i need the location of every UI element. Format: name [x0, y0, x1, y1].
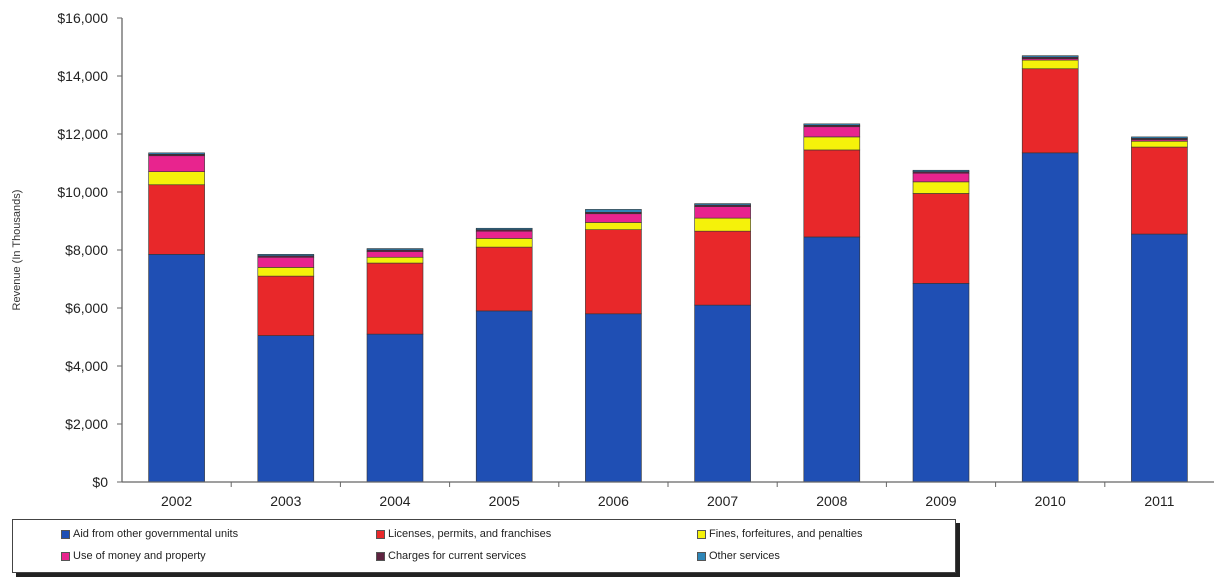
y-tick-label: $4,000: [65, 358, 108, 374]
x-tick-label: 2004: [379, 493, 410, 509]
bar-segment: [585, 313, 642, 483]
bar-segment: [1131, 136, 1188, 139]
y-axis-title: Revenue (In Thousands): [11, 190, 23, 311]
bar-segment: [694, 304, 751, 483]
bar-segment: [257, 267, 315, 277]
bar-segment: [148, 171, 205, 186]
bar-segment: [475, 227, 533, 231]
x-tick-label: 2003: [270, 493, 301, 509]
x-tick-label: 2010: [1035, 493, 1066, 509]
legend-item: Charges for current services: [376, 548, 526, 564]
bar-segment: [912, 283, 970, 483]
legend-label: Licenses, permits, and franchises: [388, 528, 552, 540]
x-tick-label: 2009: [925, 493, 956, 509]
bar-segment: [694, 206, 751, 219]
bar-segment: [1131, 233, 1188, 483]
legend-item: Other services: [697, 548, 780, 564]
bar-segment: [1021, 152, 1079, 483]
legend-label: Charges for current services: [388, 550, 527, 562]
bar-segment: [803, 126, 861, 138]
legend-label: Other services: [709, 550, 780, 562]
x-axis-ticks: 2002 2003 2004 2005 2006 2007 2008 2009 2010 2011: [161, 482, 1175, 509]
legend-label: Fines, forfeitures, and penalties: [709, 528, 863, 540]
legend-item: Use of money and property: [61, 548, 206, 564]
bar-segment: [366, 248, 424, 251]
y-axis-ticks: $0 $2,000 $4,000 $6,000 $8,000 $10,000 $12,000…: [57, 10, 122, 490]
y-tick-label: $0: [92, 474, 108, 490]
x-tick-label: 2011: [1144, 493, 1174, 509]
y-tick-label: $6,000: [65, 300, 108, 316]
x-tick-label: 2008: [816, 493, 847, 509]
x-tick-label: 2005: [489, 493, 520, 509]
legend-swatch: [61, 551, 70, 561]
bars-group: [148, 55, 1188, 483]
bar-segment: [803, 136, 861, 151]
x-tick-label: 2002: [161, 493, 192, 509]
bar-segment: [585, 229, 642, 315]
legend-swatch: [61, 529, 70, 539]
bar-segment: [1131, 146, 1188, 235]
bar-segment: [912, 169, 970, 173]
bar-segment: [1021, 59, 1079, 70]
y-tick-label: $8,000: [65, 242, 108, 258]
bar-segment: [257, 275, 315, 336]
bar-segment: [694, 203, 751, 206]
bar-segment: [257, 254, 315, 257]
bar-segment: [694, 230, 751, 306]
bar-segment: [585, 222, 642, 230]
y-tick-label: $14,000: [57, 68, 108, 84]
bar-segment: [475, 310, 533, 483]
legend-label: Aid from other governmental units: [73, 528, 239, 540]
legend-swatch: [376, 529, 385, 539]
bar-segment: [1131, 140, 1188, 148]
bar-segment: [366, 256, 424, 264]
x-tick-label: 2006: [598, 493, 629, 509]
legend-label: Use of money and property: [73, 550, 206, 562]
bar-segment: [475, 238, 533, 248]
y-tick-label: $2,000: [65, 416, 108, 432]
bar-segment: [148, 254, 205, 483]
y-tick-label: $12,000: [57, 126, 108, 142]
bar-segment: [803, 236, 861, 483]
bar-segment: [257, 335, 315, 483]
y-tick-label: $10,000: [57, 184, 108, 200]
bar-segment: [585, 213, 642, 223]
x-tick-label: 2007: [707, 493, 738, 509]
bar-segment: [803, 149, 861, 238]
bar-segment: [912, 172, 970, 183]
bar-segment: [694, 217, 751, 232]
bar-segment: [148, 155, 205, 172]
chart-legend: Aid from other governmental units License…: [12, 519, 956, 573]
legend-item: Licenses, permits, and franchises: [376, 526, 551, 542]
legend-item: Aid from other governmental units: [61, 526, 238, 542]
bar-segment: [475, 246, 533, 312]
bar-segment: [912, 181, 970, 194]
bar-segment: [475, 230, 533, 239]
bar-segment: [366, 262, 424, 335]
bar-segment: [366, 251, 424, 258]
bar-segment: [1021, 55, 1079, 58]
y-tick-label: $16,000: [57, 10, 108, 26]
bar-segment: [148, 184, 205, 255]
bar-segment: [912, 193, 970, 284]
bar-segment: [803, 123, 861, 126]
bar-segment: [257, 256, 315, 268]
bar-segment: [366, 333, 424, 483]
legend-swatch: [697, 529, 706, 539]
legend-swatch: [697, 551, 706, 561]
legend-swatch: [376, 551, 385, 561]
bar-segment: [148, 152, 205, 155]
legend-item: Fines, forfeitures, and penalties: [697, 526, 862, 542]
bar-segment: [585, 209, 642, 213]
bar-segment: [1021, 68, 1079, 154]
